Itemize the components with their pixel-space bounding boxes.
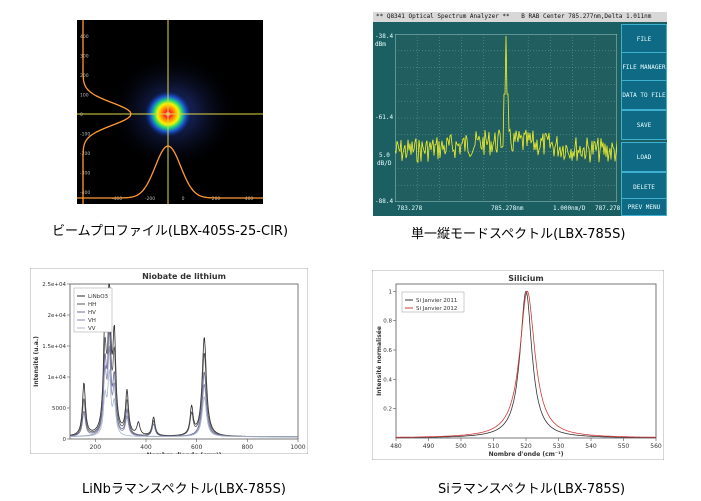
osa-level-mid: -61.4 xyxy=(375,114,394,121)
osa-data-to-file-button[interactable]: DATA TO FILE xyxy=(621,80,667,110)
y-tick-label: 0.2 xyxy=(383,407,392,413)
legend-box xyxy=(73,287,113,333)
series-line xyxy=(396,290,656,438)
osa-scale-value: 5.0 xyxy=(379,152,390,159)
x-axis-label: Nombre d'onde (cm⁻¹) xyxy=(147,452,222,454)
si-chart: Silicium 480 490 500 510 520 530 540 550 560 0.2 0.… xyxy=(371,269,665,461)
linbo-chart-panel: Niobate de lithium 200 400 600 800 1000 0 5000 1… xyxy=(29,267,309,459)
x-tick-label: 530 xyxy=(553,443,565,450)
beam-y-tick-label: 100 xyxy=(80,93,89,99)
x-tick-label: 540 xyxy=(585,443,597,450)
legend-label: Si Janvier 2012 xyxy=(416,306,457,312)
x-tick-label: 490 xyxy=(423,443,435,450)
osa-x-right: 787.278 xyxy=(595,205,621,212)
x-tick-label: 480 xyxy=(390,443,402,450)
osa-scale-unit: dB/D xyxy=(377,160,392,167)
osa-delete-button[interactable]: DELETE xyxy=(621,172,667,202)
x-tick-label: 500 xyxy=(455,443,467,450)
beam-y-tick-label: -100 xyxy=(80,132,90,138)
caption-linbo: LiNbラマンスペクトル(LBX-785S) xyxy=(82,482,286,497)
legend-label: Si Janvier 2011 xyxy=(416,298,457,304)
osa-file-manager-button[interactable]: FILE MANAGER xyxy=(621,52,667,82)
x-axis-label: Nombre d'onde (cm⁻¹) xyxy=(489,451,564,458)
osa-trace xyxy=(395,35,617,164)
y-tick-label: 2.5e+04 xyxy=(42,282,66,288)
x-tick-label: 550 xyxy=(618,443,630,450)
osa-prev-menu-button[interactable]: PREV MENU xyxy=(621,198,667,216)
y-tick-label: 1e+04 xyxy=(48,375,67,381)
x-tick-label: 200 xyxy=(90,444,102,451)
osa-header-title: ** Q8341 Optical Spectrum Analyzer ** xyxy=(376,13,510,20)
osa-screen xyxy=(395,34,617,202)
beam-y-ticks: 400 300 200 100 0 -100 -200 -300 -400 xyxy=(80,34,90,196)
osa-ref-level: -38.4 xyxy=(375,33,394,40)
linbo-chart: Niobate de lithium 200 400 600 800 1000 0 5000 1… xyxy=(29,267,309,459)
y-tick-label: 0.8 xyxy=(383,319,392,325)
y-tick-label: 5000 xyxy=(52,406,66,412)
legend-label: HV xyxy=(88,310,96,316)
legend-label: VV xyxy=(88,326,96,332)
osa-x-span: 1.000nm/D xyxy=(553,205,586,212)
osa-header-center: B RAB Center 785.277nm,Delta 1.011nm xyxy=(521,13,652,20)
beam-x-tick-label: 0 xyxy=(182,196,185,202)
osa-file-button[interactable]: FILE xyxy=(621,24,667,54)
legend-label: LiNbO3 xyxy=(88,294,109,300)
y-tick-label: 0 xyxy=(63,437,67,443)
y-axis-label: Intensité (u.a.) xyxy=(33,336,40,387)
x-tick-label: 400 xyxy=(140,444,152,451)
caption-single-mode: 単一縦モードスペクトル(LBX-785S) xyxy=(411,227,626,242)
osa-ref-unit: dBm xyxy=(375,41,386,48)
x-tick-label: 520 xyxy=(520,443,532,450)
caption-beam-profile: ビームプロファイル(LBX-405S-25-CIR) xyxy=(52,224,289,239)
beam-x-ticks: -400 -200 0 200 400 xyxy=(112,196,254,202)
beam-x-tick-label: 200 xyxy=(212,196,221,202)
x-tick-label: 600 xyxy=(191,444,203,451)
beam-x-tick-label: 400 xyxy=(245,196,254,202)
series-line xyxy=(396,290,656,438)
legend-label: HH xyxy=(88,302,96,308)
beam-y-tick-label: 200 xyxy=(80,73,89,79)
beam-y-tick-label: -200 xyxy=(80,151,90,157)
legend-box xyxy=(401,291,465,313)
osa-load-button[interactable]: LOAD xyxy=(621,142,667,172)
osa-panel: ** Q8341 Optical Spectrum Analyzer ** B … xyxy=(373,12,667,216)
x-tick-label: 560 xyxy=(650,443,662,450)
osa-button-column: FILE FILE MANAGER DATA TO FILE SAVE LOAD… xyxy=(621,22,667,216)
beam-y-tick-label: 400 xyxy=(80,34,89,40)
y-tick-label: 2e+04 xyxy=(48,313,67,319)
osa-x-left: 783.278 xyxy=(397,205,423,212)
beam-profile-image: 400 300 200 100 0 -100 -200 -300 -400 -400 -200 0 2… xyxy=(77,20,263,204)
caption-si: Siラマンスペクトル(LBX-785S) xyxy=(438,482,626,497)
x-tick-label: 800 xyxy=(242,444,254,451)
osa-x-center: 785.278nm xyxy=(491,205,524,212)
osa-save-button[interactable]: SAVE xyxy=(621,110,667,140)
beam-y-tick-label: -300 xyxy=(80,171,90,177)
y-tick-label: 0.4 xyxy=(383,377,392,383)
beam-vertical-profile xyxy=(82,20,132,204)
x-tick-label: 1000 xyxy=(290,444,305,451)
beam-horizontal-profile xyxy=(77,145,263,199)
y-tick-label: 0.6 xyxy=(383,348,392,354)
y-axis-label: Intensité normalisée xyxy=(376,326,383,396)
beam-y-tick-label: 0 xyxy=(80,112,83,118)
beam-y-tick-label: 300 xyxy=(80,54,89,60)
beam-x-tick-label: -200 xyxy=(145,196,155,202)
chart-title: Niobate de lithium xyxy=(142,272,226,281)
y-tick-label: 1.5e+04 xyxy=(42,344,66,350)
legend-label: VH xyxy=(88,318,96,324)
beam-y-tick-label: -400 xyxy=(80,190,90,196)
x-tick-label: 510 xyxy=(488,443,500,450)
beam-x-tick-label: -400 xyxy=(112,196,122,202)
y-tick-label: 1 xyxy=(389,289,393,295)
beam-profile-panel: 400 300 200 100 0 -100 -200 -300 -400 -400 -200 0 2… xyxy=(77,20,263,204)
osa-header: ** Q8341 Optical Spectrum Analyzer ** B … xyxy=(373,12,667,22)
chart-title: Silicium xyxy=(508,274,544,283)
si-chart-panel: Silicium 480 490 500 510 520 530 540 550 560 0.2 0.… xyxy=(371,269,665,461)
osa-level-bottom: -88.4 xyxy=(375,198,394,205)
series-line xyxy=(69,369,298,438)
